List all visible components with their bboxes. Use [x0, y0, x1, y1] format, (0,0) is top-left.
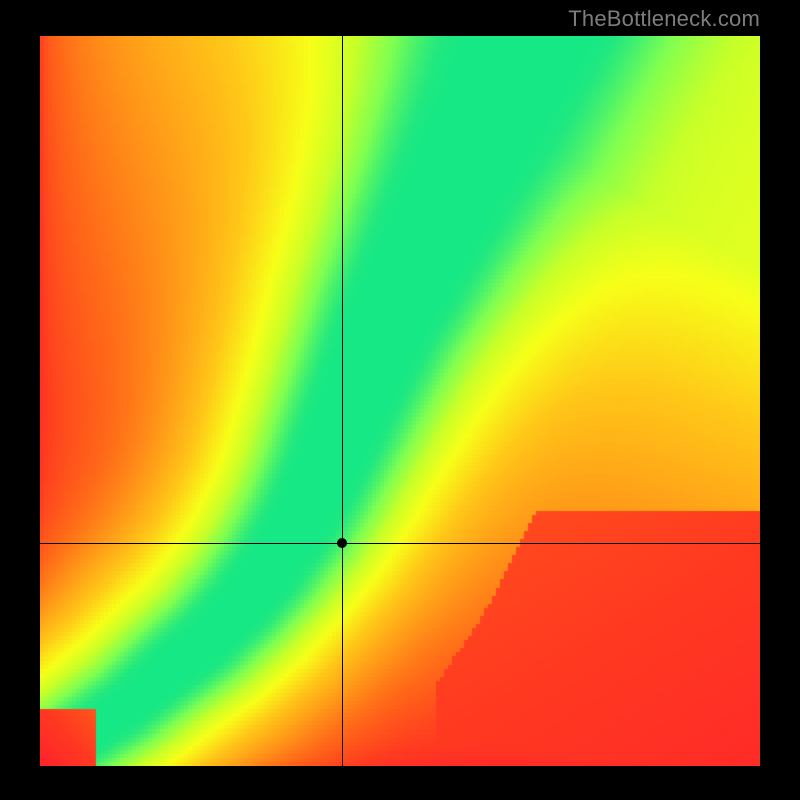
crosshair-marker [337, 538, 347, 548]
heatmap-canvas [40, 36, 760, 766]
plot-area [40, 36, 760, 766]
crosshair-horizontal [40, 543, 760, 544]
chart-container: TheBottleneck.com [0, 0, 800, 800]
crosshair-vertical [342, 36, 343, 766]
attribution-text: TheBottleneck.com [568, 6, 760, 32]
